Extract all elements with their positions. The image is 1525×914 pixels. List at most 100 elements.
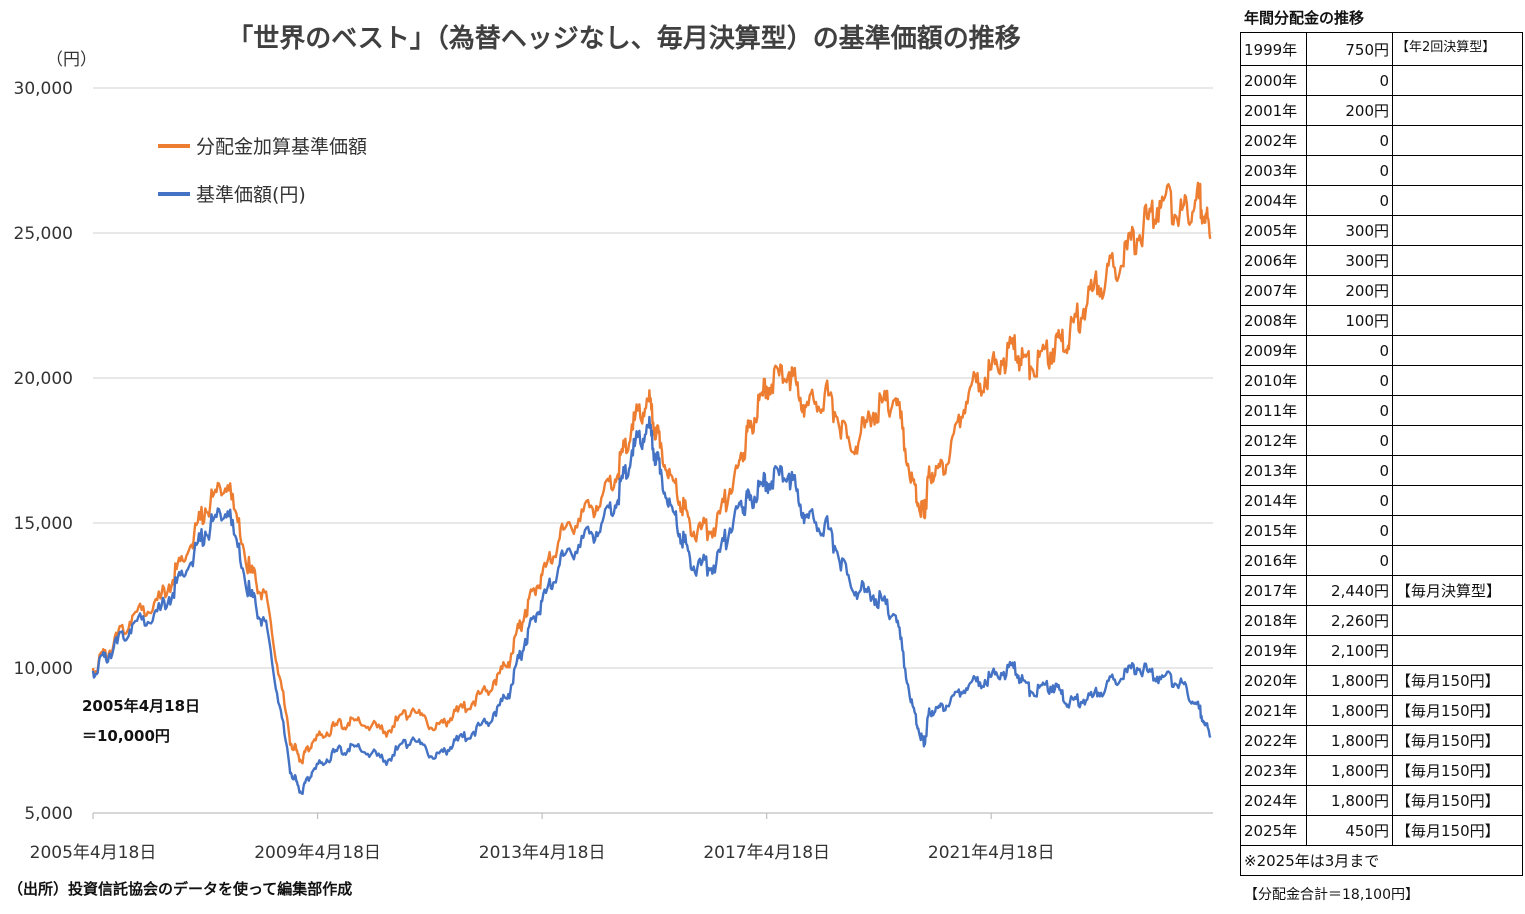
row-year: 2021年	[1240, 695, 1307, 726]
table-row: 2000年 0	[1240, 65, 1523, 96]
row-year: 2024年	[1240, 785, 1307, 816]
x-tick-label: 2021年4月18日	[928, 843, 1055, 863]
series-line-nav	[91, 415, 1212, 795]
row-note	[1392, 155, 1523, 186]
source-note: （出所）投資信託協会のデータを使って編集部作成	[8, 880, 353, 898]
x-tick-label: 2017年4月18日	[703, 843, 830, 863]
y-tick-label: 15,000	[14, 514, 73, 534]
row-note	[1392, 335, 1523, 366]
table-row: 2025年 450円 【毎月150円】	[1240, 815, 1523, 846]
distribution-total: 【分配金合計＝18,100円】	[1244, 887, 1419, 903]
row-amount: 0	[1306, 185, 1393, 216]
table-row: 1999年 750円 【年2回決算型】	[1240, 32, 1523, 66]
row-amount: 2,440円	[1306, 575, 1393, 606]
row-note	[1392, 545, 1523, 576]
y-tick-label: 20,000	[14, 369, 73, 389]
row-note	[1392, 515, 1523, 546]
table-row: 2003年 0	[1240, 155, 1523, 186]
row-year: 1999年	[1240, 32, 1307, 66]
row-amount: 300円	[1306, 245, 1393, 276]
row-amount: 1,800円	[1306, 725, 1393, 756]
row-year: 2005年	[1240, 215, 1307, 246]
row-year: 2011年	[1240, 395, 1307, 426]
x-tick-label: 2005年4月18日	[30, 843, 157, 863]
chart-title: 「世界のベスト」（為替ヘッジなし、毎月決算型）の基準価額の推移	[227, 23, 1021, 54]
row-year: 2003年	[1240, 155, 1307, 186]
row-note: 【毎月150円】	[1392, 815, 1523, 846]
row-note	[1392, 425, 1523, 456]
distribution-table: 1999年 750円 【年2回決算型】 2000年 0 2001年 200円 2002年 0 20…	[1240, 32, 1523, 876]
row-year: 2012年	[1240, 425, 1307, 456]
row-year: 2010年	[1240, 365, 1307, 396]
axes: 30,000 25,000 20,000 15,000 10,000 5,000 2005年…	[14, 79, 1055, 863]
row-note	[1392, 125, 1523, 156]
y-tick-label: 10,000	[14, 659, 73, 679]
row-amount: 0	[1306, 485, 1393, 516]
row-amount: 0	[1306, 455, 1393, 486]
row-year: 2014年	[1240, 485, 1307, 516]
row-year: 2018年	[1240, 605, 1307, 636]
row-year: 2000年	[1240, 65, 1307, 96]
distribution-footnote: ※2025年は3月まで	[1240, 845, 1523, 876]
y-tick-label: 30,000	[14, 79, 73, 99]
row-year: 2013年	[1240, 455, 1307, 486]
row-year: 2004年	[1240, 185, 1307, 216]
table-row: 2021年 1,800円 【毎月150円】	[1240, 695, 1523, 726]
table-row: 2016年 0	[1240, 545, 1523, 576]
legend-label-adjusted-nav: 分配金加算基準価額	[196, 136, 367, 158]
table-row: 2010年 0	[1240, 365, 1523, 396]
table-row: 2001年 200円	[1240, 95, 1523, 126]
row-year: 2022年	[1240, 725, 1307, 756]
row-amount: 0	[1306, 515, 1393, 546]
table-row: 2006年 300円	[1240, 245, 1523, 276]
row-amount: 1,800円	[1306, 695, 1393, 726]
row-note: 【年2回決算型】	[1392, 32, 1523, 66]
table-row: 2004年 0	[1240, 185, 1523, 216]
y-tick-label: 5,000	[24, 804, 73, 824]
table-row: 2019年 2,100円	[1240, 635, 1523, 666]
row-year: 2006年	[1240, 245, 1307, 276]
row-note	[1392, 455, 1523, 486]
table-row: 2017年 2,440円 【毎月決算型】	[1240, 575, 1523, 606]
table-row: 2020年 1,800円 【毎月150円】	[1240, 665, 1523, 696]
table-row: 2005年 300円	[1240, 215, 1523, 246]
row-year: 2020年	[1240, 665, 1307, 696]
table-row: 2008年 100円	[1240, 305, 1523, 336]
row-amount: 0	[1306, 545, 1393, 576]
row-year: 2023年	[1240, 755, 1307, 786]
row-note	[1392, 185, 1523, 216]
x-tick-label: 2013年4月18日	[479, 843, 606, 863]
row-year: 2015年	[1240, 515, 1307, 546]
legend-label-nav: 基準価額(円)	[196, 184, 306, 206]
row-year: 2017年	[1240, 575, 1307, 606]
row-amount: 0	[1306, 155, 1393, 186]
table-row: 2012年 0	[1240, 425, 1523, 456]
row-amount: 200円	[1306, 275, 1393, 306]
row-year: 2009年	[1240, 335, 1307, 366]
row-amount: 2,100円	[1306, 635, 1393, 666]
row-note	[1392, 635, 1523, 666]
table-row: 2007年 200円	[1240, 275, 1523, 306]
row-amount: 750円	[1306, 32, 1393, 66]
table-row: 2013年 0	[1240, 455, 1523, 486]
series-line-adjusted-nav	[91, 181, 1212, 765]
row-year: 2025年	[1240, 815, 1307, 846]
table-row: 2022年 1,800円 【毎月150円】	[1240, 725, 1523, 756]
row-year: 2002年	[1240, 125, 1307, 156]
row-year: 2008年	[1240, 305, 1307, 336]
row-amount: 200円	[1306, 95, 1393, 126]
base-date-annotation: 2005年4月18日	[82, 697, 200, 715]
row-note	[1392, 305, 1523, 336]
row-amount: 450円	[1306, 815, 1393, 846]
row-note	[1392, 485, 1523, 516]
y-tick-label: 25,000	[14, 224, 73, 244]
row-amount: 0	[1306, 425, 1393, 456]
table-row: 2014年 0	[1240, 485, 1523, 516]
row-amount: 1,800円	[1306, 785, 1393, 816]
row-amount: 1,800円	[1306, 755, 1393, 786]
legend: 分配金加算基準価額 基準価額(円)	[158, 136, 367, 206]
row-note: 【毎月150円】	[1392, 665, 1523, 696]
grid-lines	[93, 87, 1213, 814]
chart: 「世界のベスト」（為替ヘッジなし、毎月決算型）の基準価額の推移 （円） 30,0…	[14, 23, 1213, 863]
row-year: 2001年	[1240, 95, 1307, 126]
